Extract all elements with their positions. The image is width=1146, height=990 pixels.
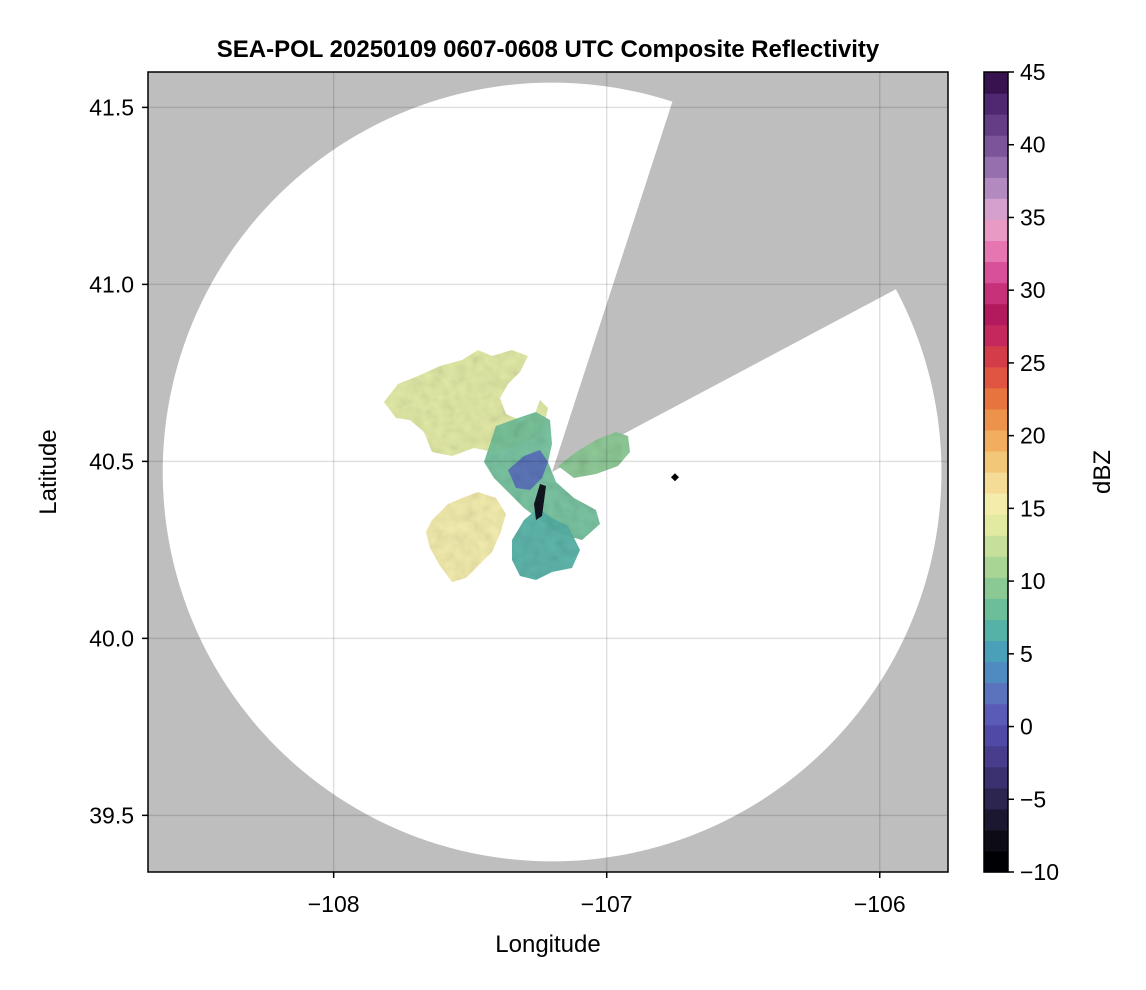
- echo-blocked-streak: [534, 484, 546, 520]
- colorbar-swatch: [984, 766, 1008, 789]
- plot-area: −108 −107 −106 39.5 40.0 40.5 41.0 41.5: [89, 71, 949, 917]
- colorbar-swatch: [984, 787, 1008, 810]
- colorbar-tick-label: 10: [1020, 568, 1046, 594]
- colorbar-tick-label: 30: [1020, 277, 1046, 303]
- colorbar-swatch: [984, 745, 1008, 768]
- colorbar-swatch: [984, 72, 1008, 94]
- colorbar-swatch: [984, 219, 1008, 242]
- colorbar-tick-label: 40: [1020, 132, 1046, 158]
- colorbar-swatch: [984, 450, 1008, 473]
- colorbar-swatch: [984, 514, 1008, 536]
- colorbar-swatch: [984, 472, 1008, 494]
- colorbar-swatch: [984, 93, 1008, 115]
- colorbar-label: dBZ: [1089, 450, 1116, 494]
- colorbar-swatch: [984, 198, 1008, 220]
- colorbar-swatch: [984, 366, 1008, 389]
- x-axis-label: Longitude: [495, 931, 600, 958]
- y-tick-label: 39.5: [89, 802, 134, 828]
- colorbar-tick-label: 25: [1020, 350, 1046, 376]
- colorbar-tick-label: 0: [1020, 714, 1033, 740]
- colorbar-swatch: [984, 682, 1008, 705]
- x-tick-label: −107: [581, 891, 633, 917]
- colorbar-swatch: [984, 324, 1008, 347]
- colorbar-swatch: [984, 598, 1008, 620]
- x-tick-label: −106: [854, 891, 906, 917]
- colorbar-swatch: [984, 261, 1008, 284]
- colorbar-swatch: [984, 808, 1008, 831]
- y-tick-label: 40.0: [89, 625, 134, 651]
- colorbar-tick-label: 15: [1020, 495, 1046, 521]
- colorbar-ticks: −10 −5 0 5 10 15 20 25 30 35 40 45: [1008, 59, 1059, 885]
- colorbar-swatch: [984, 345, 1008, 368]
- y-axis-label: Latitude: [35, 429, 62, 514]
- y-tick-label: 41.0: [89, 271, 134, 297]
- colorbar-swatch: [984, 408, 1008, 431]
- colorbar-swatch: [984, 556, 1008, 578]
- markers: [670, 473, 679, 482]
- colorbar-swatch: [984, 640, 1008, 663]
- x-tick-label: −108: [308, 891, 360, 917]
- colorbar-tick-label: −10: [1020, 859, 1059, 885]
- colorbar-tick-label: 20: [1020, 423, 1046, 449]
- colorbar-swatch: [984, 156, 1008, 178]
- y-tick-label: 40.5: [89, 448, 134, 474]
- colorbar-tick-label: 5: [1020, 641, 1033, 667]
- colorbar-swatch: [984, 703, 1008, 726]
- colorbar-swatch: [984, 535, 1008, 557]
- colorbar-tick-label: 35: [1020, 204, 1046, 230]
- colorbar-swatch: [984, 177, 1008, 199]
- colorbar-swatch: [984, 724, 1008, 747]
- colorbar-tick-label: −5: [1020, 786, 1046, 812]
- colorbar-swatch: [984, 619, 1008, 642]
- colorbar-swatch: [984, 114, 1008, 136]
- colorbar-swatch: [984, 303, 1008, 326]
- colorbar-swatch: [984, 577, 1008, 599]
- grid-lines: [148, 72, 948, 872]
- colorbar-swatch: [984, 387, 1008, 410]
- colorbar-swatch: [984, 493, 1008, 515]
- colorbar-swatch: [984, 135, 1008, 157]
- colorbar-tick-label: 45: [1020, 59, 1046, 85]
- reflectivity-echoes: [380, 330, 640, 590]
- colorbar: [983, 71, 1009, 873]
- echo-texture: [380, 330, 640, 590]
- colorbar-swatch: [984, 240, 1008, 263]
- colorbar-swatch: [984, 829, 1008, 852]
- marker-diamond-0: [670, 473, 679, 482]
- radar-coverage-area: [162, 82, 942, 862]
- colorbar-swatch: [984, 850, 1008, 873]
- chart-title: SEA-POL 20250109 0607-0608 UTC Composite…: [217, 36, 880, 63]
- plot-frame: [147, 71, 949, 873]
- colorbar-frame: [983, 71, 1009, 873]
- y-axis: 39.5 40.0 40.5 41.0 41.5: [89, 94, 148, 828]
- x-axis: −108 −107 −106: [308, 872, 906, 917]
- colorbar-swatch: [984, 661, 1008, 684]
- colorbar-swatch: [984, 282, 1008, 305]
- y-tick-label: 41.5: [89, 94, 134, 120]
- colorbar-swatch: [984, 429, 1008, 452]
